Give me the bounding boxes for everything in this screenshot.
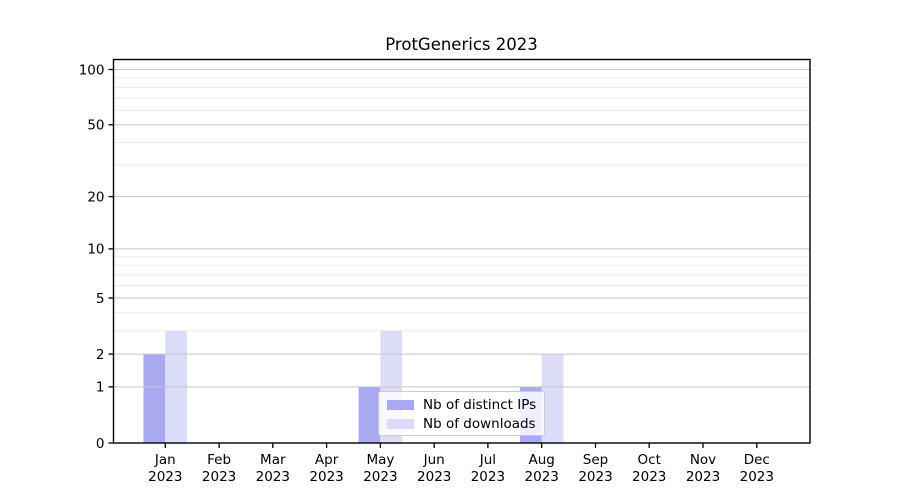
bar-aug-s1 — [541, 354, 564, 443]
x-tick-label-year: 2023 — [632, 469, 666, 485]
legend-swatch-downloads — [387, 418, 414, 429]
x-tick-label-month: Apr — [315, 452, 339, 468]
y-tick-label: 100 — [79, 62, 105, 78]
x-tick-label-month: Jan — [154, 452, 176, 468]
x-tick-label-year: 2023 — [686, 469, 720, 485]
y-tick-label: 0 — [96, 436, 105, 452]
x-tick-label-month: Nov — [690, 452, 716, 468]
chart-title: ProtGenerics 2023 — [385, 35, 538, 54]
y-tick-label: 50 — [87, 118, 104, 134]
x-tick-label-month: May — [366, 452, 394, 468]
x-tick-label-month: Jul — [479, 452, 496, 468]
x-tick-label-year: 2023 — [525, 469, 559, 485]
x-tick-label-month: Feb — [207, 452, 231, 468]
x-tick-label-month: Dec — [744, 452, 770, 468]
plot-frame — [112, 58, 811, 444]
legend-item-distinct-ips: Nb of distinct IPs — [387, 395, 544, 414]
legend-label-distinct-ips: Nb of distinct IPs — [423, 396, 537, 413]
y-tick-label: 1 — [96, 380, 105, 396]
x-tick-label-month: Oct — [638, 452, 661, 468]
x-tick-label-month: Sep — [583, 452, 608, 468]
x-tick-label-year: 2023 — [740, 469, 774, 485]
legend-item-downloads: Nb of downloads — [387, 414, 544, 433]
legend-label-downloads: Nb of downloads — [423, 415, 536, 432]
y-tick-label: 5 — [96, 291, 105, 307]
x-tick-label-month: Jun — [423, 452, 445, 468]
gridlines-layer — [113, 69, 810, 388]
x-tick-label-month: Mar — [260, 452, 286, 468]
x-tick-label-year: 2023 — [309, 469, 343, 485]
y-tick-label: 10 — [87, 242, 104, 258]
bar-jan-s0 — [143, 354, 166, 443]
x-tick-label-year: 2023 — [148, 469, 182, 485]
x-tick-label-year: 2023 — [471, 469, 505, 485]
axes-layer: 0125102050100Jan2023Feb2023Mar2023Apr202… — [79, 58, 811, 485]
y-tick-label: 20 — [87, 189, 104, 205]
y-tick-label: 2 — [96, 347, 105, 363]
legend-swatch-distinct-ips — [387, 399, 414, 410]
x-tick-label-year: 2023 — [578, 469, 612, 485]
bar-may-s0 — [358, 386, 381, 443]
x-tick-label-year: 2023 — [256, 469, 290, 485]
legend: Nb of distinct IPs Nb of downloads — [378, 391, 545, 436]
x-tick-label-month: Aug — [529, 452, 555, 468]
x-tick-label-year: 2023 — [417, 469, 451, 485]
x-tick-label-year: 2023 — [363, 469, 397, 485]
x-tick-label-year: 2023 — [202, 469, 236, 485]
